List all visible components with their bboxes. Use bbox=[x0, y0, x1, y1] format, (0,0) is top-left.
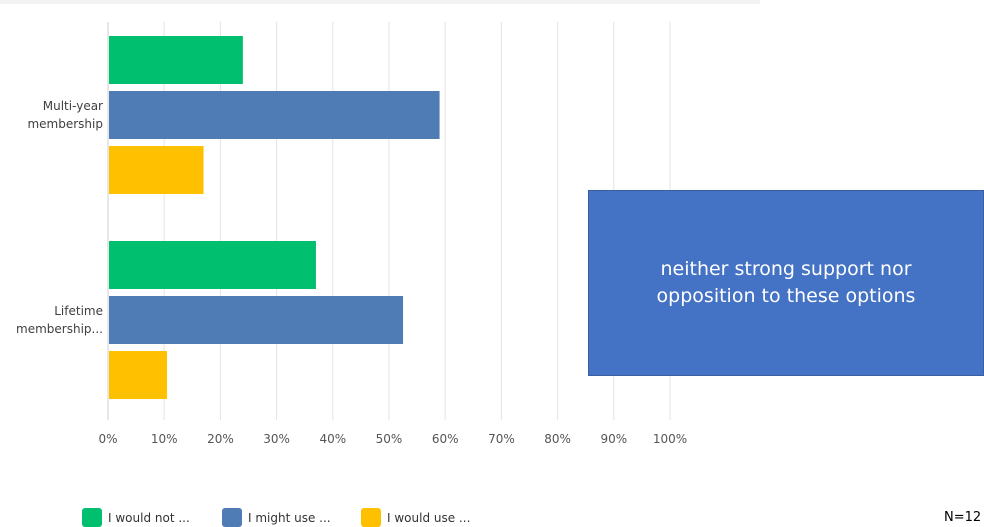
bar bbox=[109, 91, 440, 139]
bar bbox=[109, 351, 168, 399]
legend-label: I would not ... bbox=[108, 511, 190, 525]
x-tick-label: 60% bbox=[432, 432, 459, 446]
x-tick-label: 40% bbox=[319, 432, 346, 446]
x-tick-label: 80% bbox=[544, 432, 571, 446]
bar bbox=[109, 296, 404, 344]
legend-swatch bbox=[361, 508, 381, 527]
bar bbox=[109, 36, 243, 84]
x-axis-tick-labels: 0% 10% 20% 30% 40% 50% 60% 70% 80% 90% 100% bbox=[98, 432, 687, 446]
x-tick-label: 100% bbox=[653, 432, 687, 446]
x-tick-label: 50% bbox=[376, 432, 403, 446]
sample-size-label: N=12 bbox=[944, 510, 982, 525]
category-label: Lifetime membership... bbox=[16, 304, 103, 336]
x-tick-label: 90% bbox=[600, 432, 627, 446]
legend-label: I might use ... bbox=[248, 511, 331, 525]
x-tick-label: 20% bbox=[207, 432, 234, 446]
bar bbox=[109, 146, 204, 194]
x-tick-label: 30% bbox=[263, 432, 290, 446]
callout-box: neither strong support nor opposition to… bbox=[588, 190, 984, 376]
x-tick-label: 70% bbox=[488, 432, 515, 446]
category-label: Multi-year membership bbox=[27, 99, 103, 131]
category-labels: Multi-year membership Lifetime membership..… bbox=[16, 99, 103, 336]
callout-text: neither strong support nor opposition to… bbox=[656, 258, 916, 307]
top-divider bbox=[0, 0, 760, 4]
legend-label: I would use ... bbox=[387, 511, 470, 525]
x-tick-label: 0% bbox=[98, 432, 117, 446]
bars bbox=[109, 36, 440, 399]
legend: I would not ... I might use ... I would us… bbox=[82, 508, 470, 527]
x-tick-label: 10% bbox=[151, 432, 178, 446]
legend-swatch bbox=[222, 508, 242, 527]
legend-swatch bbox=[82, 508, 102, 527]
bar bbox=[109, 241, 316, 289]
